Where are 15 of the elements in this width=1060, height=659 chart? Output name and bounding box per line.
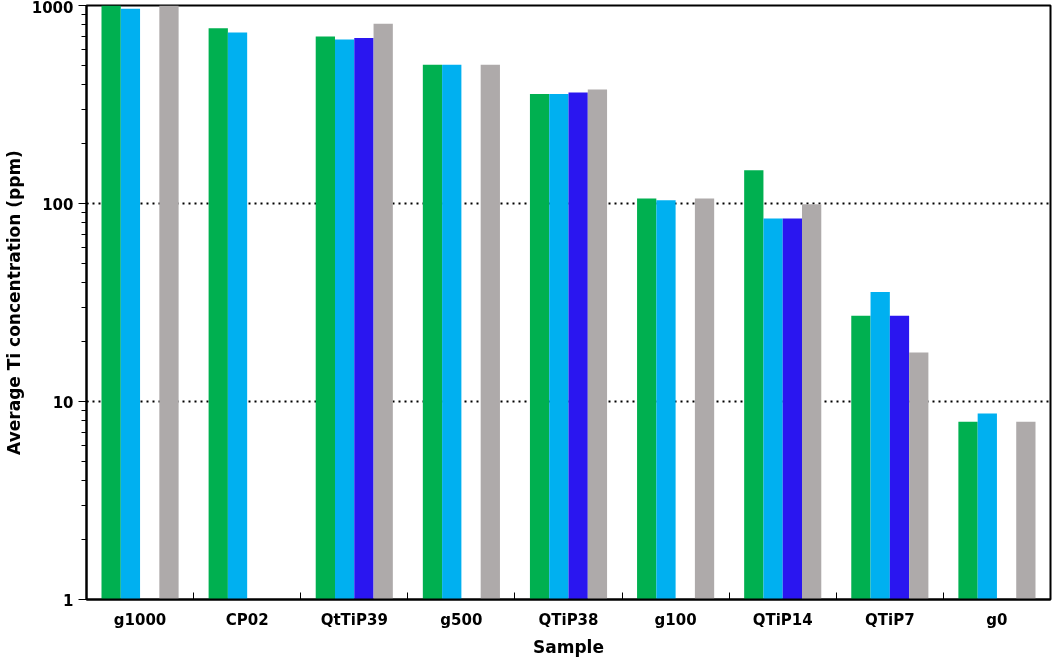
x-tick-label: g0	[986, 610, 1008, 629]
y-tick-label: 100	[42, 195, 74, 214]
x-axis-title: Sample	[533, 636, 604, 657]
x-tick-label: QTiP14	[752, 610, 813, 629]
y-tick-label: 1	[63, 591, 74, 610]
x-tick-label: QTiP38	[538, 610, 599, 629]
x-tick-label: QTiP7	[865, 610, 915, 629]
y-tick-label: 10	[52, 393, 74, 412]
y-axis-title: Average Ti concentration (ppm)	[3, 150, 24, 455]
x-tick-label: QtTiP39	[320, 610, 388, 629]
y-tick-label: 1000	[31, 0, 74, 17]
x-tick-label: CP02	[225, 610, 269, 629]
x-tick-label: g1000	[113, 610, 167, 629]
x-tick-label: g500	[440, 610, 483, 629]
x-tick-label: g100	[654, 610, 697, 629]
